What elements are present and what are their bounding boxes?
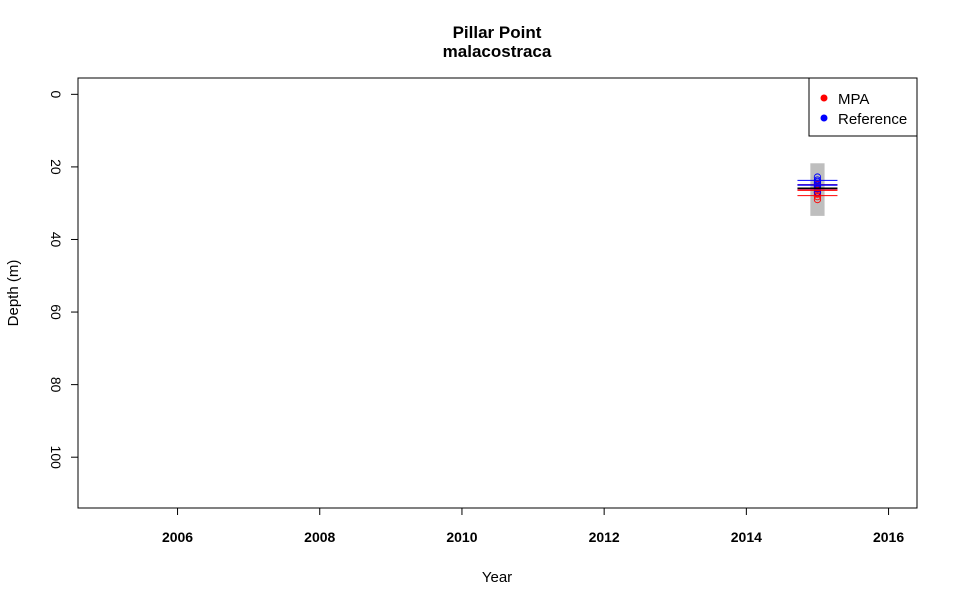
legend: MPA Reference [808, 77, 918, 137]
y-axis-title: Depth (m) [5, 260, 22, 327]
mpa-point [813, 195, 822, 204]
y-tick-label: 20 [48, 159, 64, 175]
y-tick-label: 0 [48, 90, 64, 98]
legend-marker-reference [820, 114, 828, 122]
legend-label-mpa: MPA [838, 91, 869, 108]
legend-marker-mpa [820, 94, 828, 102]
y-tick-label: 40 [48, 232, 64, 248]
plot-frame [77, 77, 918, 509]
legend-box [808, 77, 918, 137]
x-tick-label: 2016 [873, 529, 904, 545]
data-marks [797, 163, 838, 216]
y-axis: 0 20 40 60 80 100 [48, 90, 78, 469]
legend-label-reference: Reference [838, 111, 907, 128]
chart-title: Pillar Point [453, 23, 542, 42]
y-tick-label: 60 [48, 304, 64, 320]
y-tick-label: 100 [48, 446, 64, 470]
mpa-point [813, 190, 822, 198]
chart-subtitle: malacostraca [443, 42, 552, 61]
x-tick-label: 2014 [731, 529, 762, 545]
x-axis-title: Year [482, 569, 512, 586]
x-tick-label: 2012 [589, 529, 620, 545]
y-tick-label: 80 [48, 377, 64, 393]
x-tick-label: 2006 [162, 529, 193, 545]
x-tick-label: 2008 [304, 529, 335, 545]
x-tick-label: 2010 [446, 529, 477, 545]
x-axis: 2006 2008 2010 2012 2014 2016 [162, 507, 904, 545]
mpa-point [813, 193, 822, 201]
